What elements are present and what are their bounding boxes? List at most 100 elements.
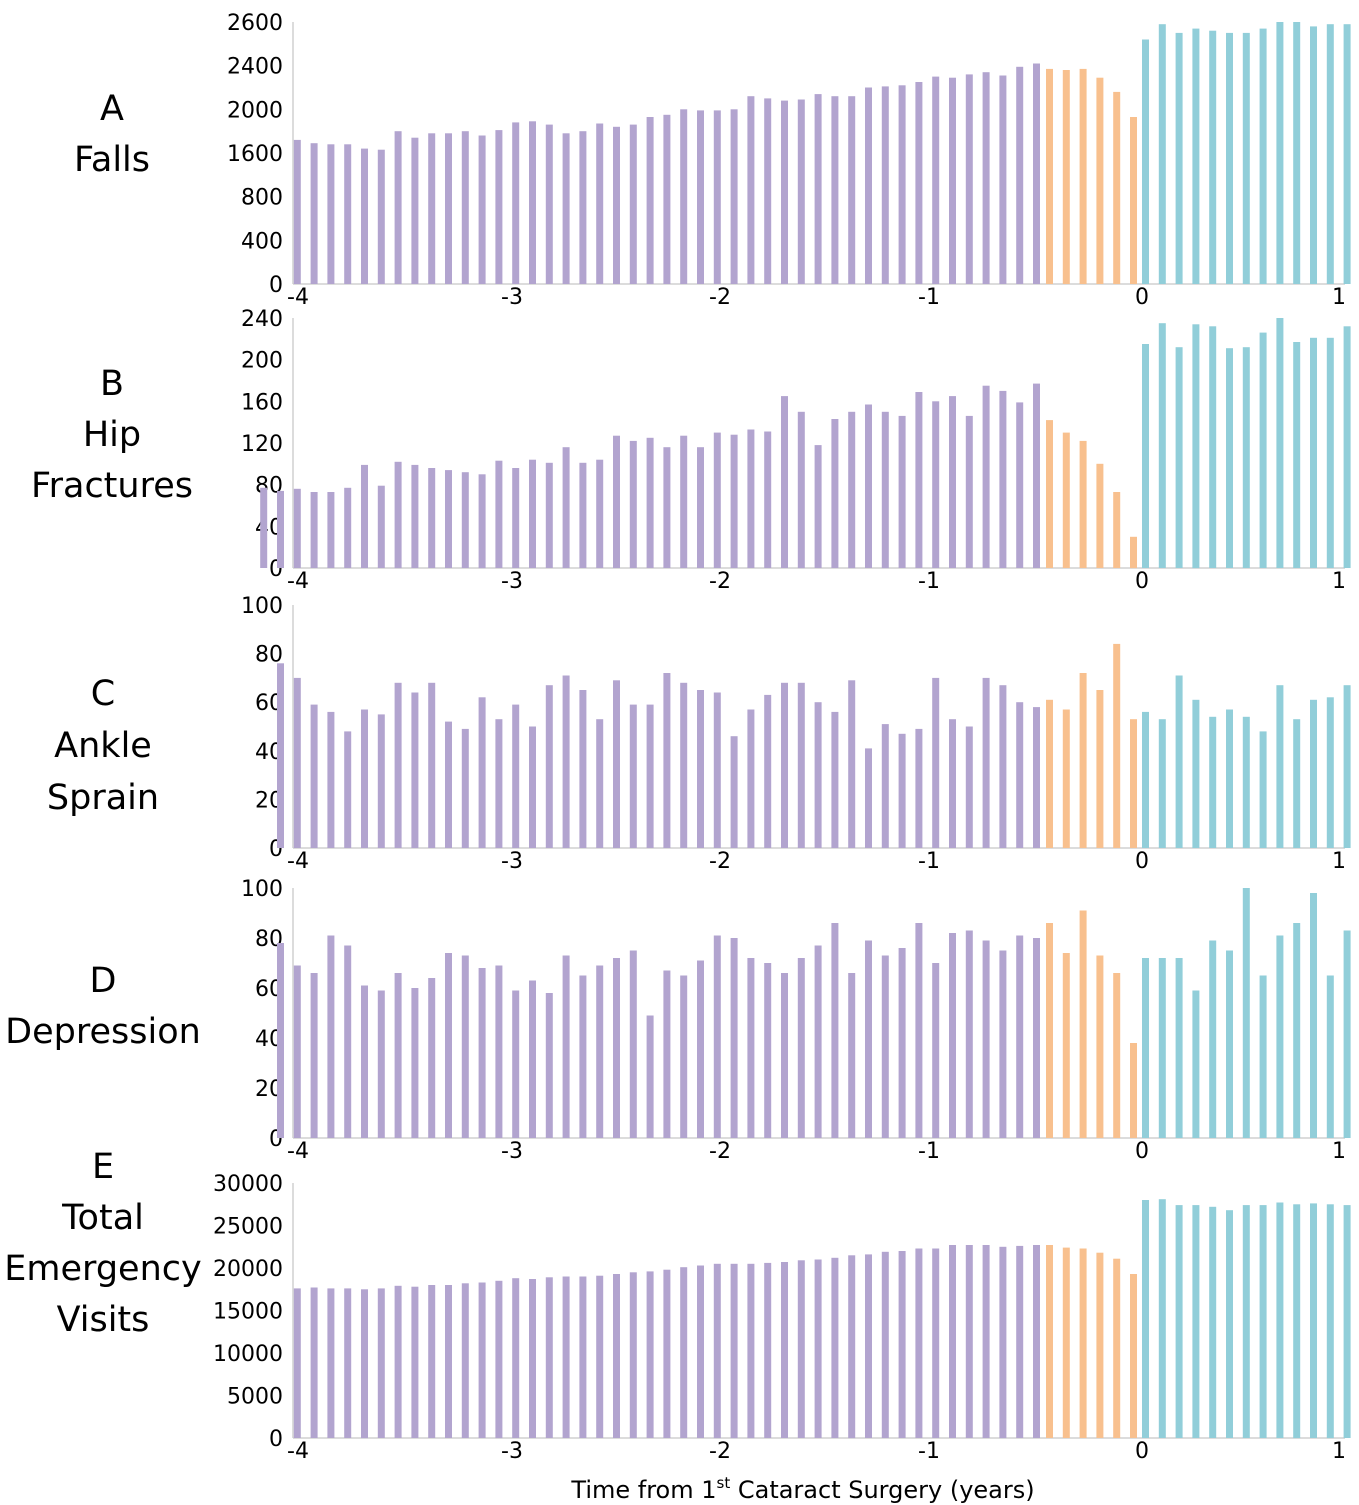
bar-pre-surgery xyxy=(445,953,452,1138)
x-tick-label: 0 xyxy=(1135,1139,1149,1164)
bar-pre-surgery xyxy=(848,680,856,848)
bar-peri-surgery xyxy=(1130,1043,1137,1138)
bar-pre-surgery xyxy=(310,704,318,848)
bar-post-surgery xyxy=(1343,1205,1351,1438)
bar-pre-surgery xyxy=(1016,402,1024,568)
bar-pre-surgery xyxy=(596,123,604,284)
bar-post-surgery xyxy=(1226,709,1233,848)
bar-pre-surgery xyxy=(764,98,772,285)
x-tick-label: -2 xyxy=(709,849,731,874)
bar-pre-surgery xyxy=(629,1272,637,1439)
bar-pre-surgery xyxy=(965,74,973,285)
bar-pre-surgery xyxy=(898,948,906,1138)
bar-post-surgery xyxy=(1142,39,1149,284)
panel-label-line: A xyxy=(100,89,124,129)
bar-peri-surgery xyxy=(1046,923,1053,1138)
bar-pre-surgery xyxy=(881,1251,889,1438)
bar-pre-surgery xyxy=(545,993,553,1138)
bar-post-surgery xyxy=(1326,697,1334,848)
bar-post-surgery xyxy=(1343,24,1351,284)
bar-pre-surgery xyxy=(680,1267,688,1438)
x-tick-label: 1 xyxy=(1332,285,1346,310)
panel-label-line: Falls xyxy=(74,140,150,180)
bar-pre-surgery xyxy=(949,1245,956,1438)
bar-pre-surgery xyxy=(965,930,973,1138)
y-tick-label: 100 xyxy=(241,877,283,902)
bar-post-surgery xyxy=(1226,950,1233,1138)
bar-pre-surgery xyxy=(797,99,805,284)
bar-peri-surgery xyxy=(1046,1245,1053,1438)
bar-pre-surgery xyxy=(478,697,486,848)
bar-post-surgery xyxy=(1175,958,1183,1138)
bar-pre-surgery xyxy=(495,1280,503,1439)
bar-pre-surgery xyxy=(377,990,385,1138)
bar-pre-surgery xyxy=(545,1277,553,1438)
bar-pre-surgery xyxy=(344,945,352,1138)
bar-pre-surgery xyxy=(613,1274,620,1438)
bar-pre-surgery xyxy=(1016,66,1024,284)
bar-pre-surgery xyxy=(512,468,520,568)
bar-pre-surgery xyxy=(932,401,940,568)
bar-pre-surgery xyxy=(277,943,284,1138)
bar-pre-surgery xyxy=(831,1257,839,1438)
y-tick-label: 200 xyxy=(241,349,283,374)
panel-label-line: Hip xyxy=(83,415,141,455)
bar-pre-surgery xyxy=(915,1248,923,1438)
bar-pre-surgery xyxy=(949,77,956,284)
x-tick-label: 1 xyxy=(1332,1439,1346,1464)
bar-pre-surgery xyxy=(764,1262,772,1438)
bar-pre-surgery xyxy=(764,694,772,848)
bar-pre-surgery xyxy=(982,72,990,284)
bar-post-surgery xyxy=(1293,22,1301,284)
bar-pre-surgery xyxy=(982,385,990,568)
bar-pre-surgery xyxy=(445,133,452,284)
x-tick-label: 0 xyxy=(1135,849,1149,874)
bar-post-surgery xyxy=(1192,28,1200,284)
bar-pre-surgery xyxy=(814,445,822,568)
bar-pre-surgery xyxy=(831,711,839,848)
bar-pre-surgery xyxy=(478,135,486,284)
bar-post-surgery xyxy=(1158,323,1166,568)
bar-pre-surgery xyxy=(1033,383,1040,568)
bar-peri-surgery xyxy=(1079,440,1087,568)
bar-pre-surgery xyxy=(361,148,368,284)
bar-pre-surgery xyxy=(999,685,1007,848)
bar-pre-surgery xyxy=(797,411,805,569)
bar-pre-surgery xyxy=(613,126,620,284)
bar-pre-surgery xyxy=(377,149,385,284)
x-tick-label: -3 xyxy=(501,849,523,874)
bar-peri-surgery xyxy=(1113,973,1121,1138)
bar-pre-surgery xyxy=(965,415,973,568)
bar-post-surgery xyxy=(1209,716,1217,848)
bar-pre-surgery xyxy=(713,935,721,1138)
bar-post-surgery xyxy=(1226,32,1233,285)
y-tick-label: 100 xyxy=(241,594,283,619)
bar-post-surgery xyxy=(1310,893,1317,1138)
bar-pre-surgery xyxy=(277,490,284,568)
bar-pre-surgery xyxy=(831,96,839,284)
bar-peri-surgery xyxy=(1079,1248,1087,1438)
bar-post-surgery xyxy=(1293,719,1301,848)
bar-pre-surgery xyxy=(461,728,469,848)
bar-pre-surgery xyxy=(697,690,704,848)
bar-pre-surgery xyxy=(545,462,553,568)
bar-post-surgery xyxy=(1175,347,1183,568)
x-tick-label: 0 xyxy=(1135,285,1149,310)
bar-pre-surgery xyxy=(478,968,486,1138)
bar-pre-surgery xyxy=(915,82,923,284)
bar-post-surgery xyxy=(1276,685,1284,848)
bar-pre-surgery xyxy=(461,131,469,284)
bar-pre-surgery xyxy=(865,404,872,568)
bar-pre-surgery xyxy=(529,726,536,848)
bar-pre-surgery xyxy=(831,419,839,568)
bar-peri-surgery xyxy=(1062,432,1070,568)
bar-pre-surgery xyxy=(797,958,805,1138)
bar-post-surgery xyxy=(1276,22,1284,284)
bar-pre-surgery xyxy=(293,1288,301,1438)
bar-post-surgery xyxy=(1293,1204,1301,1439)
bar-pre-surgery xyxy=(680,109,688,284)
bar-pre-surgery xyxy=(596,719,604,848)
bar-pre-surgery xyxy=(781,682,788,848)
bar-pre-surgery xyxy=(680,435,688,568)
bar-pre-surgery xyxy=(999,75,1007,284)
